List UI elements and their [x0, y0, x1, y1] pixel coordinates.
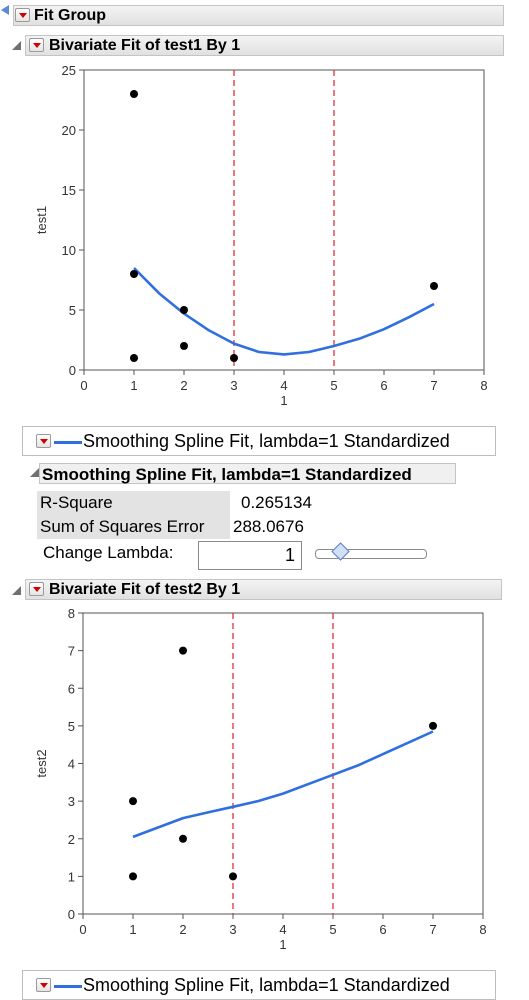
x-tick-label: 8: [480, 378, 487, 393]
fit-group-disclosure-icon[interactable]: [1, 5, 9, 15]
plot-frame: [82, 612, 484, 915]
legend1-label: Smoothing Spline Fit, lambda=1 Standardi…: [83, 431, 450, 451]
y-tick-label: 0: [69, 363, 76, 378]
legend2-line-swatch: [54, 985, 82, 988]
x-tick-label: 6: [380, 378, 387, 393]
x-tick-label: 0: [80, 378, 87, 393]
y-tick-label: 7: [68, 644, 75, 659]
y-tick-label: 0: [68, 907, 75, 922]
spline-report-disclosure-icon[interactable]: [30, 468, 39, 477]
data-point: [180, 306, 188, 314]
spline-report-title: Smoothing Spline Fit, lambda=1 Standardi…: [42, 465, 412, 484]
x-tick-label: 5: [329, 922, 336, 937]
y-axis-label: test1: [34, 206, 49, 234]
x-tick-label: 2: [180, 378, 187, 393]
x-tick-label: 7: [430, 378, 437, 393]
report2-plot-area[interactable]: 0 1 2 3 4 5 6 7 8 0 1 2 3 4 5 6 7 8 1 test2: [34, 606, 487, 952]
spline-curve: [132, 730, 434, 839]
x-tick-label: 3: [229, 922, 236, 937]
y-tick-label: 5: [69, 303, 76, 318]
x-tick-label: 1: [130, 378, 137, 393]
report2-title: Bivariate Fit of test2 By 1: [49, 581, 241, 598]
x-tick-label: 4: [279, 922, 286, 937]
data-point: [430, 282, 438, 290]
y-tick-label: 8: [68, 606, 75, 621]
data-point: [129, 797, 137, 806]
x-tick-label: 6: [379, 922, 386, 937]
legend1-menu-icon[interactable]: [36, 434, 51, 448]
y-tick-label: 4: [68, 757, 75, 772]
report2-legend: Smoothing Spline Fit, lambda=1 Standardi…: [22, 970, 496, 1000]
y-tick-label: 15: [62, 183, 76, 198]
change-lambda-label: Change Lambda:: [43, 543, 174, 562]
spline-report-header: Smoothing Spline Fit, lambda=1 Standardi…: [39, 463, 456, 484]
report1-menu-icon[interactable]: [29, 38, 44, 52]
legend1-line-swatch: [54, 441, 82, 444]
x-tick-label: 3: [230, 378, 237, 393]
report2-chart: 0 1 2 3 4 5 6 7 8 0 1 2 3 4 5 6 7 8 1 test2: [34, 606, 487, 952]
report1-plot-area[interactable]: 0 5 10 15 20 25 0 1 2 3 4 5 6 7 8 1 test1: [34, 63, 488, 408]
plot-frame: [83, 69, 485, 371]
data-point: [129, 872, 137, 881]
fit-group-title: Fit Group: [34, 7, 106, 24]
data-point: [130, 270, 138, 278]
r-square-label: R-Square: [37, 491, 230, 515]
report1-header: Bivariate Fit of test1 By 1: [25, 35, 504, 56]
y-tick-label: 2: [68, 832, 75, 847]
x-tick-label: 1: [129, 922, 136, 937]
x-tick-label: 8: [479, 922, 486, 937]
legend2-menu-icon[interactable]: [36, 978, 51, 992]
lambda-input[interactable]: 1: [198, 541, 302, 570]
data-point: [230, 354, 238, 362]
sse-label: Sum of Squares Error: [37, 515, 230, 539]
y-tick-label: 5: [68, 719, 75, 734]
fit-group-header: Fit Group: [13, 5, 504, 26]
sse-value: 288.0676: [233, 517, 304, 536]
report2-header: Bivariate Fit of test2 By 1: [25, 579, 502, 600]
fit-group-menu-icon[interactable]: [15, 8, 30, 22]
y-tick-label: 1: [68, 869, 75, 884]
data-point: [179, 646, 187, 655]
x-axis-label: 1: [279, 937, 286, 952]
x-tick-label: 5: [330, 378, 337, 393]
report1-disclosure-icon[interactable]: [12, 41, 21, 50]
y-tick-label: 3: [68, 794, 75, 809]
data-point: [180, 342, 188, 350]
data-point: [179, 834, 187, 843]
r-square-value: 0.265134: [241, 493, 312, 512]
report1-legend: Smoothing Spline Fit, lambda=1 Standardi…: [22, 426, 496, 456]
y-axis-label: test2: [34, 749, 49, 777]
x-tick-label: 0: [79, 922, 86, 937]
data-point: [429, 721, 437, 730]
report2-menu-icon[interactable]: [29, 582, 44, 596]
x-tick-label: 7: [429, 922, 436, 937]
x-axis-label: 1: [280, 393, 287, 408]
lambda-slider-track[interactable]: [315, 549, 427, 559]
report1-title: Bivariate Fit of test1 By 1: [49, 37, 241, 54]
y-tick-label: 25: [62, 63, 76, 78]
y-tick-label: 20: [62, 123, 76, 138]
y-tick-label: 6: [68, 681, 75, 696]
report1-chart: 0 5 10 15 20 25 0 1 2 3 4 5 6 7 8 1 test1: [34, 63, 488, 408]
data-point: [130, 354, 138, 362]
y-tick-label: 10: [62, 243, 76, 258]
legend2-label: Smoothing Spline Fit, lambda=1 Standardi…: [83, 975, 450, 995]
data-point: [229, 872, 237, 881]
x-tick-label: 2: [179, 922, 186, 937]
data-point: [130, 90, 138, 98]
x-tick-label: 4: [280, 378, 287, 393]
report2-disclosure-icon[interactable]: [12, 586, 21, 595]
